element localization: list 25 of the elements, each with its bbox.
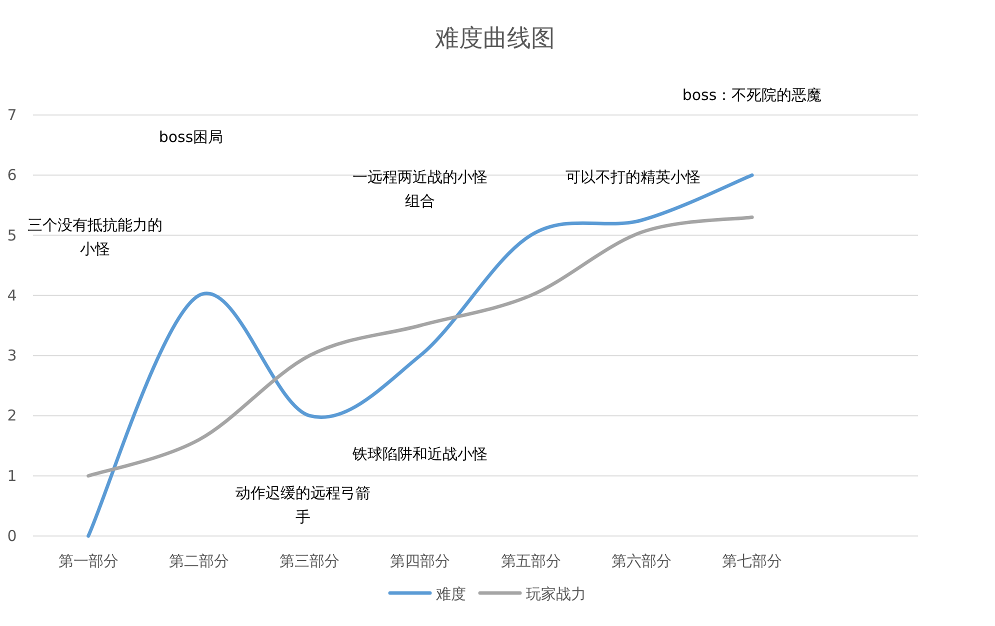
y-tick-label: 4 xyxy=(7,286,17,304)
annotation: 动作迟缓的远程弓箭手 xyxy=(236,484,370,526)
y-tick-label: 0 xyxy=(7,527,17,545)
text: boss：不死院的恶魔 xyxy=(682,86,822,104)
legend-label: 玩家战力 xyxy=(526,585,586,603)
x-tick-label: 第二部分 xyxy=(168,552,229,570)
y-tick-label: 2 xyxy=(7,406,17,425)
legend-label: 难度 xyxy=(435,585,466,603)
y-tick-label: 7 xyxy=(7,106,17,124)
annotation: 一远程两近战的小怪组合 xyxy=(352,168,488,210)
chart-title: 难度曲线图 xyxy=(434,24,555,52)
annotation: 铁球陷阱和近战小怪 xyxy=(352,445,488,463)
y-tick-label: 1 xyxy=(7,466,17,485)
y-tick-label: 3 xyxy=(7,346,17,365)
y-tick-label: 6 xyxy=(7,166,17,184)
annotation: 三个没有抵抗能力的小怪 xyxy=(28,216,162,258)
x-tick-label: 第一部分 xyxy=(58,552,118,570)
x-tick-label: 第四部分 xyxy=(390,552,450,570)
annotation: 可以不打的精英小怪 xyxy=(566,168,700,186)
x-tick-label: 第三部分 xyxy=(280,552,340,570)
x-tick-label: 第六部分 xyxy=(611,552,672,570)
x-tick-label: 第五部分 xyxy=(500,552,561,570)
x-tick-label: 第七部分 xyxy=(722,552,782,570)
y-tick-label: 5 xyxy=(7,226,17,244)
annotation: boss困局 xyxy=(158,128,224,146)
